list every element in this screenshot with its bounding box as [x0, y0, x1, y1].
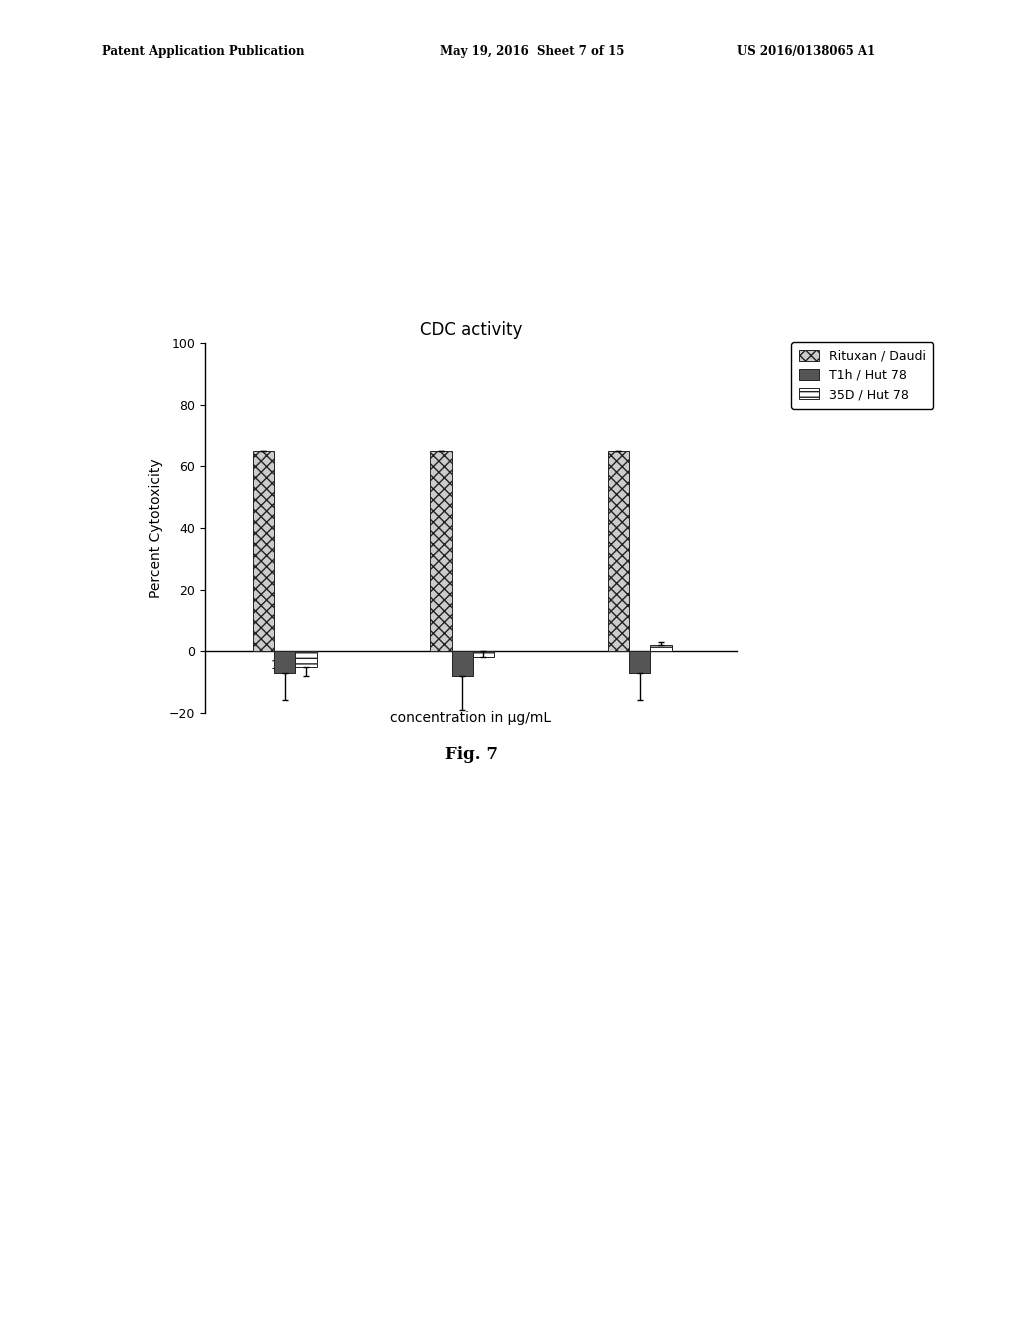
Bar: [473, 651, 495, 657]
Bar: [607, 451, 629, 651]
Text: US 2016/0138065 A1: US 2016/0138065 A1: [737, 45, 876, 58]
Text: Patent Application Publication: Patent Application Publication: [102, 45, 305, 58]
Text: Fig. 7: Fig. 7: [444, 746, 498, 763]
Bar: [452, 651, 473, 676]
Bar: [629, 651, 650, 673]
Bar: [295, 651, 316, 667]
X-axis label: concentration in µg/mL: concentration in µg/mL: [390, 710, 552, 725]
Legend: Rituxan / Daudi, T1h / Hut 78, 35D / Hut 78: Rituxan / Daudi, T1h / Hut 78, 35D / Hut…: [792, 342, 933, 409]
Bar: [253, 451, 274, 651]
Bar: [274, 651, 295, 673]
Y-axis label: Percent Cytotoxicity: Percent Cytotoxicity: [150, 458, 163, 598]
Title: CDC activity: CDC activity: [420, 321, 522, 339]
Bar: [650, 645, 672, 651]
Text: May 19, 2016  Sheet 7 of 15: May 19, 2016 Sheet 7 of 15: [440, 45, 625, 58]
Bar: [430, 451, 452, 651]
